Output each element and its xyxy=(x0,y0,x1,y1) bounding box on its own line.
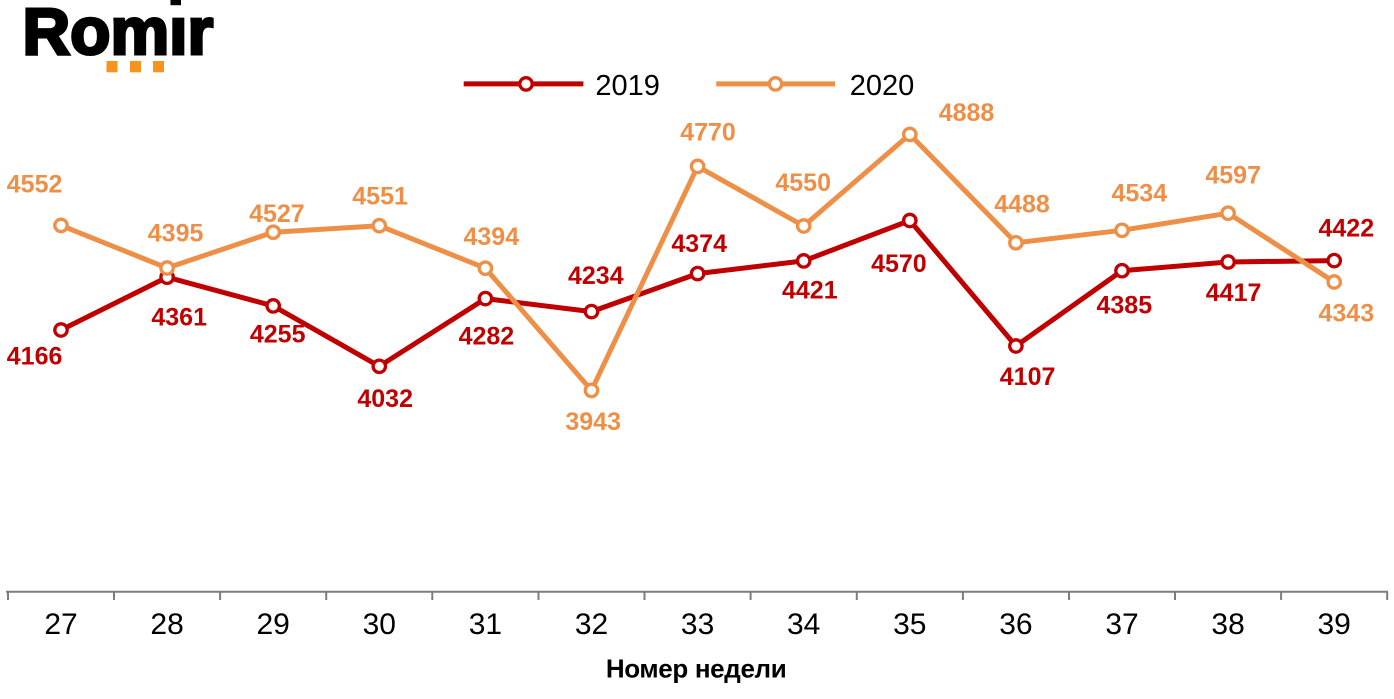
svg-text:4888: 4888 xyxy=(939,99,995,127)
svg-text:4255: 4255 xyxy=(250,321,306,349)
svg-text:4488: 4488 xyxy=(994,191,1050,219)
svg-text:4394: 4394 xyxy=(463,223,519,251)
svg-text:4550: 4550 xyxy=(775,169,831,197)
svg-text:2020: 2020 xyxy=(850,70,915,102)
svg-text:36: 36 xyxy=(999,608,1032,641)
svg-text:27: 27 xyxy=(44,608,77,641)
svg-text:35: 35 xyxy=(893,608,926,641)
svg-text:34: 34 xyxy=(787,608,820,641)
svg-text:29: 29 xyxy=(257,608,290,641)
svg-text:4107: 4107 xyxy=(1000,363,1056,391)
svg-text:Номер недели: Номер недели xyxy=(606,653,787,683)
svg-text:4527: 4527 xyxy=(249,200,305,228)
svg-text:4282: 4282 xyxy=(459,323,515,351)
svg-text:4032: 4032 xyxy=(357,385,413,413)
svg-text:4570: 4570 xyxy=(871,250,927,278)
svg-text:33: 33 xyxy=(681,608,714,641)
svg-text:2019: 2019 xyxy=(595,70,660,102)
svg-text:4422: 4422 xyxy=(1318,214,1374,242)
svg-text:28: 28 xyxy=(150,608,183,641)
svg-text:4552: 4552 xyxy=(7,171,63,199)
svg-text:4343: 4343 xyxy=(1318,300,1374,328)
svg-text:4417: 4417 xyxy=(1206,279,1262,307)
svg-text:4361: 4361 xyxy=(151,304,207,332)
svg-text:38: 38 xyxy=(1211,608,1244,641)
svg-text:4166: 4166 xyxy=(7,343,63,371)
svg-text:4395: 4395 xyxy=(148,220,204,248)
svg-text:30: 30 xyxy=(363,608,396,641)
svg-text:37: 37 xyxy=(1105,608,1138,641)
svg-text:4374: 4374 xyxy=(671,230,727,258)
svg-text:Romır: Romır xyxy=(23,0,214,68)
svg-text:4551: 4551 xyxy=(352,183,408,211)
svg-text:4534: 4534 xyxy=(1111,180,1167,208)
svg-text:4597: 4597 xyxy=(1205,162,1261,190)
svg-text:39: 39 xyxy=(1318,608,1351,641)
svg-text:4421: 4421 xyxy=(782,276,838,304)
svg-text:32: 32 xyxy=(575,608,608,641)
svg-text:4385: 4385 xyxy=(1096,292,1152,320)
svg-text:31: 31 xyxy=(469,608,502,641)
svg-text:4770: 4770 xyxy=(680,119,736,147)
svg-text:4234: 4234 xyxy=(568,262,624,290)
svg-text:3943: 3943 xyxy=(565,408,621,436)
